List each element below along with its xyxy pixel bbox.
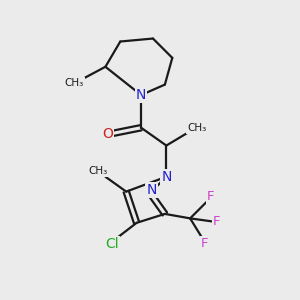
- Text: O: O: [102, 127, 113, 141]
- Text: F: F: [213, 215, 220, 228]
- Text: N: N: [161, 170, 172, 184]
- Text: F: F: [201, 237, 208, 250]
- Text: CH₃: CH₃: [64, 78, 84, 88]
- Text: N: N: [146, 183, 157, 197]
- Text: Cl: Cl: [105, 237, 119, 251]
- Text: CH₃: CH₃: [88, 167, 108, 176]
- Text: F: F: [207, 190, 214, 203]
- Text: N: N: [136, 88, 146, 102]
- Text: CH₃: CH₃: [187, 123, 206, 133]
